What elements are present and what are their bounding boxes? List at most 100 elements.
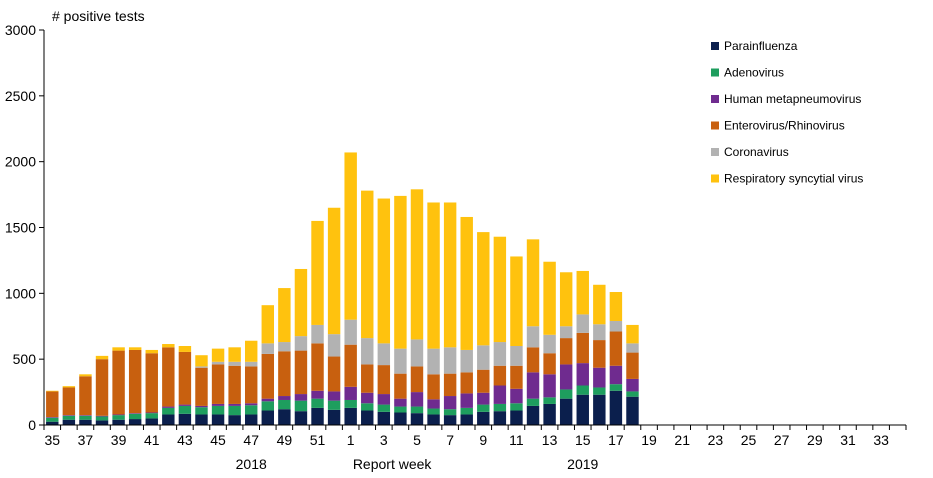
bar-segment-respiratory-syncytial-virus [543,261,556,335]
y-tick-label: 1500 [5,220,36,236]
y-axis-title: # positive tests [52,8,145,24]
bar-segment-enterovirus-rhinovirus [311,343,324,391]
bar-segment-adenovirus [145,413,158,419]
bar-segment-coronavirus [510,346,523,366]
bar-segment-enterovirus-rhinovirus [162,347,175,407]
bar-segment-human-metapneumovirus [559,364,573,390]
bar-segment-respiratory-syncytial-virus [394,195,407,349]
bar-segment-adenovirus [443,409,457,416]
bar-segment-coronavirus [294,336,308,351]
bar-segment-adenovirus [593,387,606,395]
bar-segment-enterovirus-rhinovirus [195,367,208,406]
bar-segment-respiratory-syncytial-virus [493,236,507,343]
bar-segment-parainfluenza [112,419,125,425]
y-tick-label: 2000 [5,154,36,170]
x-tick-label: 39 [111,432,127,448]
bar-segment-respiratory-syncytial-virus [244,340,258,362]
legend-label: Adenovirus [724,66,784,80]
bar-segment-enterovirus-rhinovirus [526,347,540,373]
bar-segment-parainfluenza [394,412,407,425]
y-tick-label: 2500 [5,88,36,104]
bar-segment-coronavirus [344,319,357,345]
bar-segment-parainfluenza [162,414,175,425]
x-ticks: 35 37 39 41 43 45 47 49 51 1 3 5 7 9 11 13 15 17 19 21 23 25 2… [43,425,907,448]
bar-segment-respiratory-syncytial-virus [593,284,606,325]
bar-segment-respiratory-syncytial-virus [145,349,158,354]
bar-segment-human-metapneumovirus [593,367,606,388]
bar-segment-enterovirus-rhinovirus [377,365,391,395]
bar-segment-respiratory-syncytial-virus [410,189,424,340]
bar-segment-parainfluenza [477,411,490,425]
bar-segment-respiratory-syncytial-virus [178,346,192,352]
bar-segment-parainfluenza [543,403,556,425]
bar-segment-enterovirus-rhinovirus [145,353,158,413]
bar-segment-parainfluenza [261,410,275,425]
bar-segment-enterovirus-rhinovirus [178,351,192,405]
x-axis-title: Report week [353,456,433,472]
bar-segment-enterovirus-rhinovirus [327,356,341,392]
bar-segment-parainfluenza [510,410,523,425]
bar-segment-parainfluenza [178,413,192,425]
bar-segment-enterovirus-rhinovirus [493,365,507,386]
bar-segment-adenovirus [327,400,341,410]
bar-segment-coronavirus [394,348,407,374]
bar-segment-enterovirus-rhinovirus [576,332,589,364]
bar-segment-respiratory-syncytial-virus [211,348,225,362]
bar-segment-adenovirus [576,385,589,395]
bar-segment-parainfluenza [427,414,440,425]
bar-segment-human-metapneumovirus [261,398,275,402]
bar-segment-respiratory-syncytial-virus [62,386,76,388]
bar-segment-parainfluenza [46,421,59,425]
bar-segment-parainfluenza [443,415,457,425]
bar-segment-enterovirus-rhinovirus [344,344,357,387]
bar-segment-human-metapneumovirus [327,391,341,401]
x-tick-label: 51 [310,432,326,448]
legend-swatch [711,174,719,183]
bar-segment-coronavirus [211,361,225,365]
bar-segment-adenovirus [477,404,490,412]
bar-segment-enterovirus-rhinovirus [95,359,109,416]
x-tick-label: 11 [509,432,524,448]
legend-swatch [711,148,719,156]
bar-segment-respiratory-syncytial-virus [112,347,125,351]
bar-segment-adenovirus [261,401,275,411]
bar-segment-adenovirus [526,398,540,406]
bar-segment-human-metapneumovirus [377,394,391,405]
x-tick-label: 23 [708,432,724,448]
legend-label: Parainfluenza [724,39,798,53]
bar-segment-parainfluenza [211,414,225,425]
bar-segment-adenovirus [394,406,407,413]
bar-segment-enterovirus-rhinovirus [626,352,639,379]
bar-segment-parainfluenza [609,390,623,425]
bar-segment-parainfluenza [79,419,92,425]
bar-segment-enterovirus-rhinovirus [46,391,59,418]
bar-segment-parainfluenza [593,394,606,425]
legend-swatch [711,42,719,50]
x-tick-label: 5 [413,432,421,448]
legend-swatch [711,68,719,77]
bar-segment-respiratory-syncytial-virus [162,344,175,348]
bar-segment-adenovirus [427,408,440,415]
bar-segment-adenovirus [95,416,109,421]
x-tick-label: 21 [674,432,690,448]
bar-segment-adenovirus [609,384,623,391]
bar-segment-respiratory-syncytial-virus [460,216,473,350]
x-tick-label: 45 [210,432,226,448]
bar-segment-coronavirus [526,326,540,348]
bar-segment-adenovirus [626,391,639,397]
x-tick-label: 43 [177,432,193,448]
bar-segment-adenovirus [46,417,59,422]
year-label: 2019 [567,456,598,472]
legend-swatch [711,121,719,130]
bar-segment-respiratory-syncytial-virus [311,220,324,325]
bar-segment-coronavirus [261,343,275,354]
legend: Parainfluenza Adenovirus Human metapneumov… [711,39,863,186]
bar-segment-adenovirus [410,406,424,414]
x-tick-label: 47 [243,432,259,448]
bar-segment-parainfluenza [95,420,109,425]
bar-segment-enterovirus-rhinovirus [62,387,76,416]
bar-segment-coronavirus [477,345,490,370]
y-tick-label: 0 [28,417,36,433]
bar-segment-adenovirus [162,407,175,415]
